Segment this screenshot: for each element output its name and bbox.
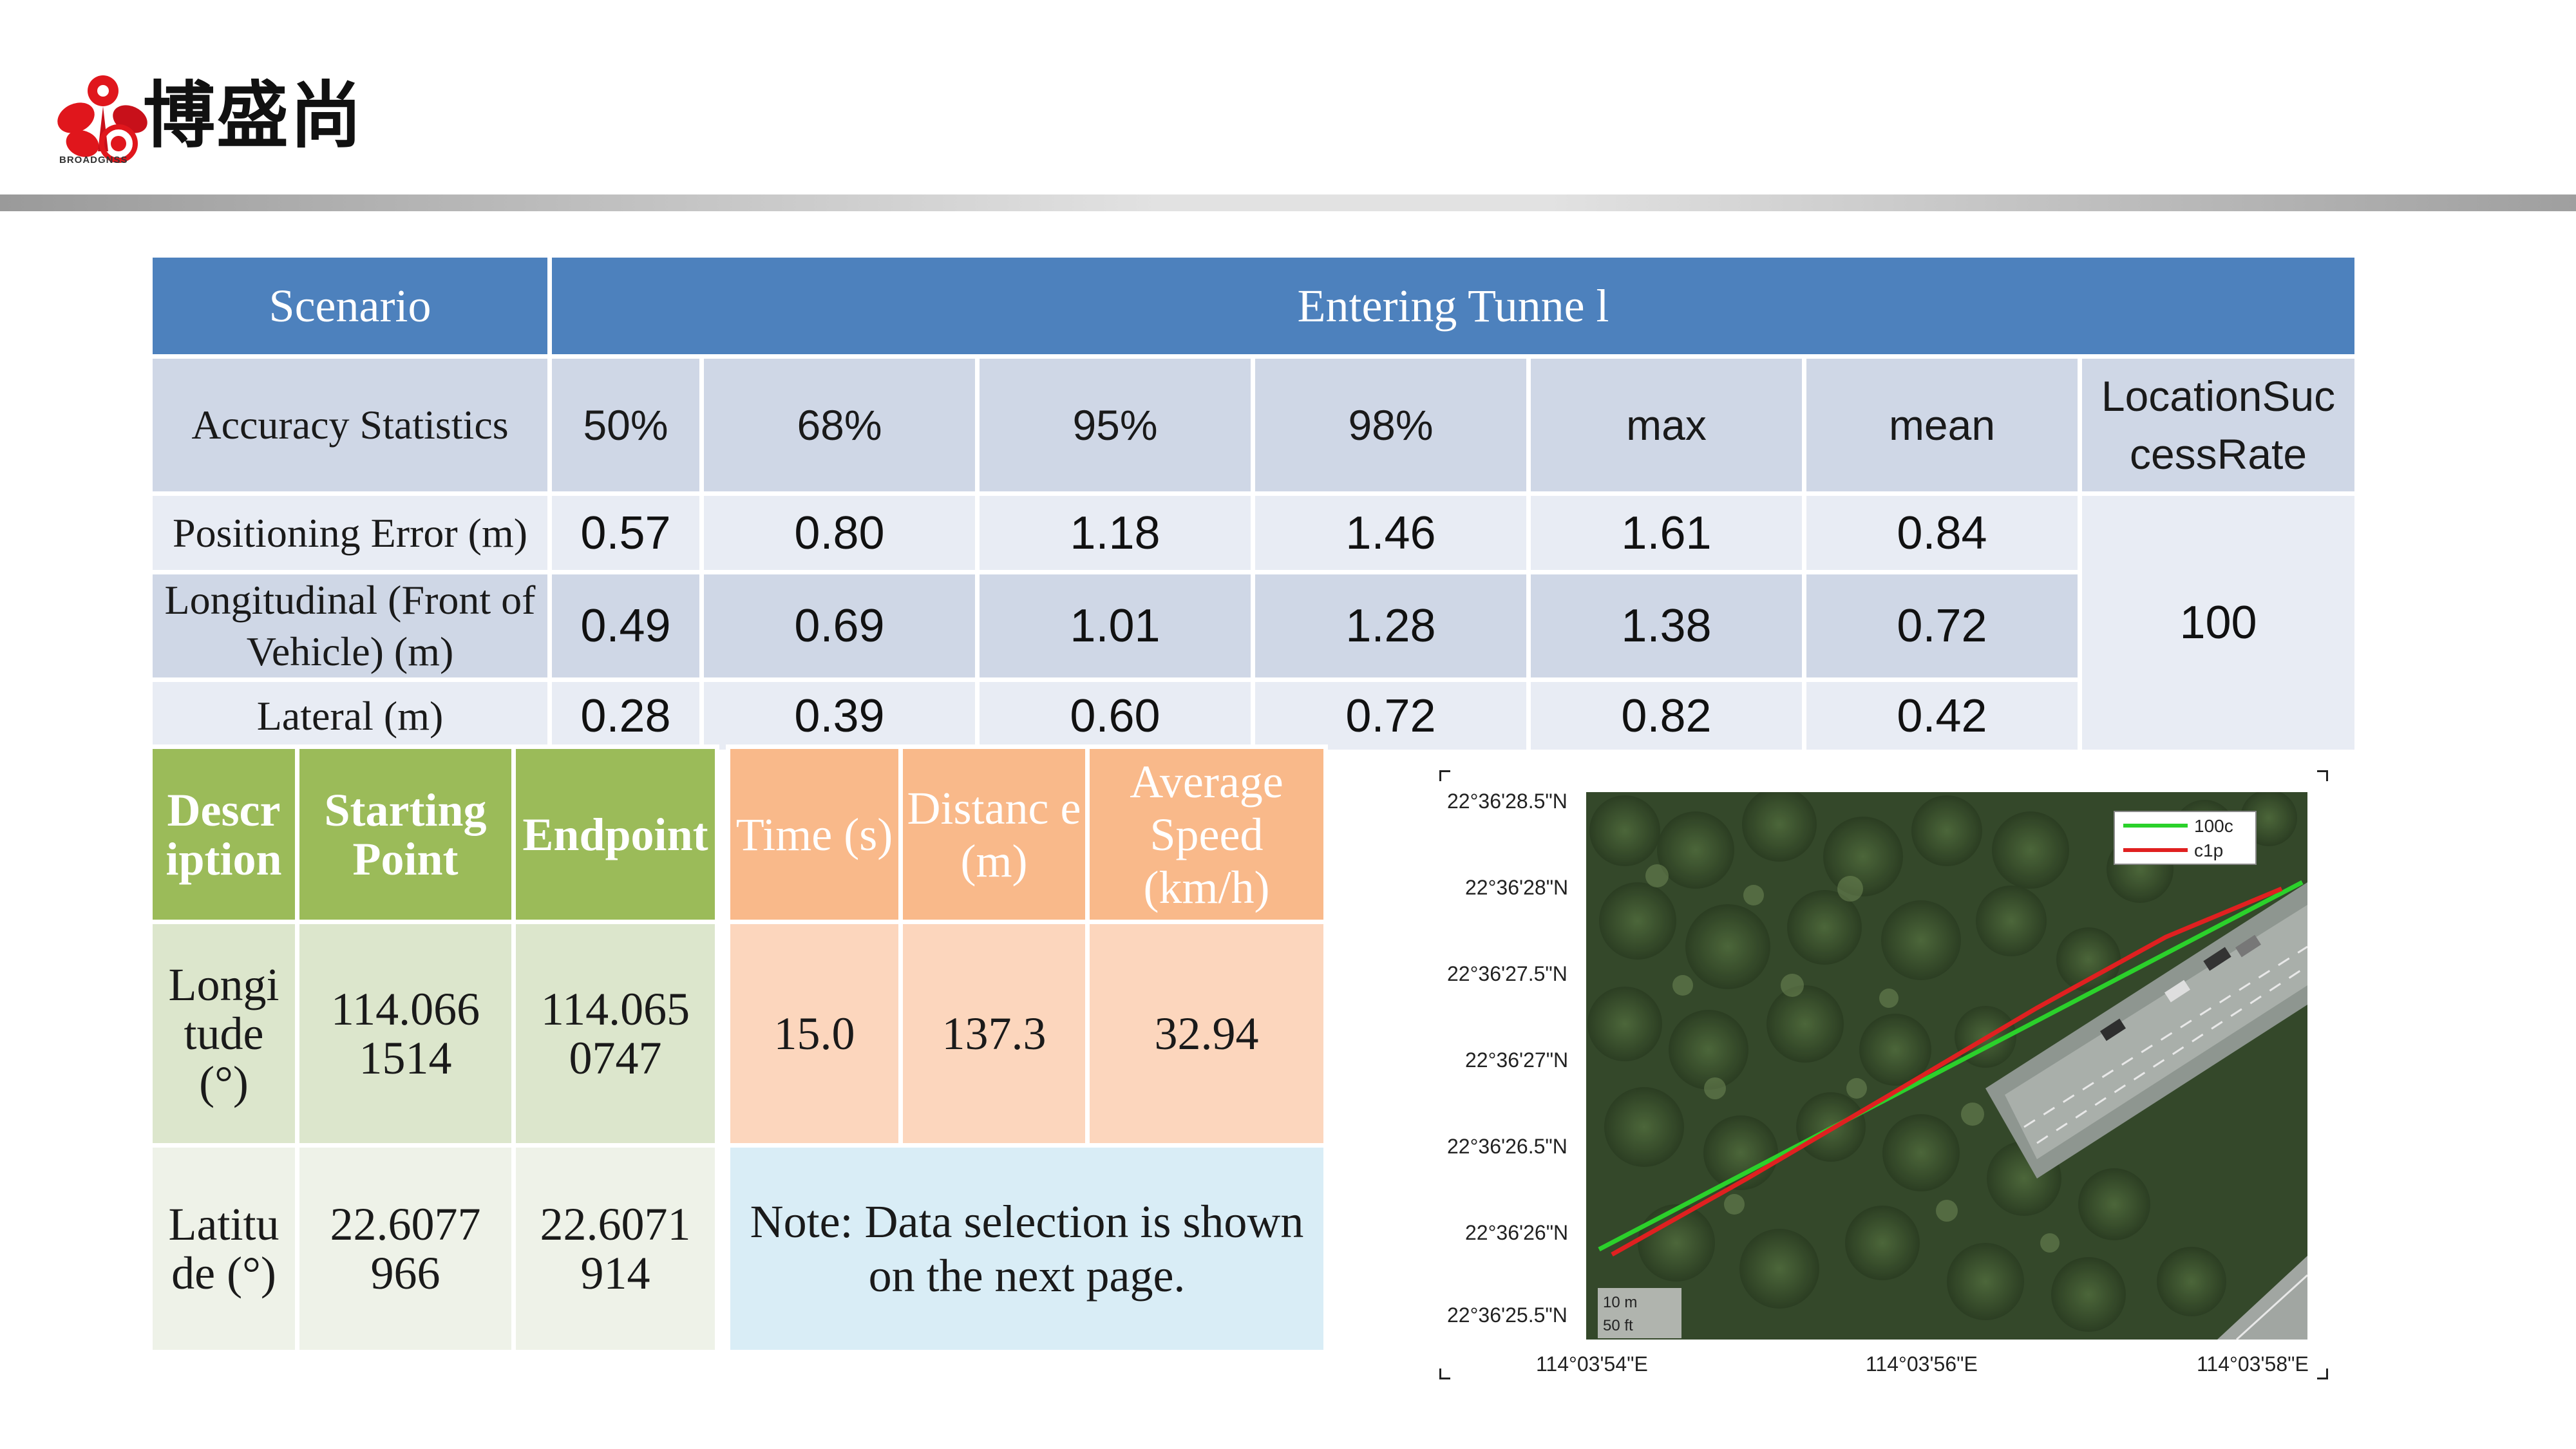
accuracy-table: Scenario Entering Tunne l Accuracy Stati…	[148, 253, 2360, 754]
accuracy-statistics-label: Accuracy Statistics	[148, 354, 552, 496]
time-header: Time (s)	[726, 744, 903, 924]
description-header: Descr iption	[148, 744, 299, 924]
lon-tick-label: 114°03'54"E	[1536, 1352, 1648, 1376]
average-speed-value: 32.94	[1085, 920, 1328, 1148]
row-label: Lateral (m)	[148, 677, 552, 754]
lat-tick-label: 22°36'25.5"N	[1447, 1303, 1567, 1327]
scale-label: 50 ft	[1603, 1317, 1633, 1334]
frame-corner	[2317, 770, 2328, 781]
satellite-image: 100c c1p 10 m 50 ft	[1586, 792, 2307, 1340]
scenario-header: Scenario	[148, 253, 552, 359]
column-header: LocationSuc cessRate	[2077, 354, 2360, 496]
row-label: Positioning Error (m)	[148, 491, 552, 574]
lat-tick-label: 22°36'28.5"N	[1447, 790, 1567, 813]
table-cell: 1.28	[1251, 570, 1531, 682]
time-value: 15.0	[726, 920, 903, 1148]
column-header: 68%	[699, 354, 980, 496]
table-cell: 22.6077 966	[295, 1143, 516, 1354]
frame-corner	[1439, 770, 1450, 781]
table-cell: 0.60	[975, 677, 1255, 754]
frame-corner	[2317, 1368, 2328, 1379]
table-cell: 0.39	[699, 677, 980, 754]
row-label: Longi tude (°)	[148, 920, 299, 1148]
row-label: Longitudinal (Front of Vehicle) (m)	[148, 570, 552, 682]
table-cell: 1.46	[1251, 491, 1531, 574]
success-rate-value: 100	[2077, 491, 2360, 754]
scenario-value: Entering Tunne l	[547, 253, 2360, 359]
table-cell: 114.065 0747	[511, 920, 719, 1148]
coordinates-table: Descr iption Starting Point Endpoint Lon…	[148, 744, 719, 1354]
starting-point-header: Starting Point	[295, 744, 516, 924]
column-header: 50%	[547, 354, 704, 496]
table-cell: 0.72	[1802, 570, 2082, 682]
distance-header: Distanc e (m)	[898, 744, 1090, 924]
lat-tick-label: 22°36'26"N	[1465, 1221, 1569, 1244]
legend-label: 100c	[2194, 816, 2233, 836]
table-cell: 0.69	[699, 570, 980, 682]
table-cell: 0.82	[1526, 677, 1806, 754]
average-speed-header: Average Speed (km/h)	[1085, 744, 1328, 924]
data-selection-note: Note: Data selection is shown on the nex…	[726, 1143, 1328, 1354]
lon-tick-label: 114°03'58"E	[2197, 1352, 2309, 1376]
trajectory-map-figure: 22°36'28.5"N 22°36'28"N 22°36'27.5"N 22°…	[1439, 770, 2328, 1379]
scale-label: 10 m	[1603, 1294, 1637, 1311]
endpoint-header: Endpoint	[511, 744, 719, 924]
frame-corner	[1439, 1368, 1450, 1379]
header-divider	[0, 194, 2576, 211]
table-cell: 1.18	[975, 491, 1255, 574]
column-header: mean	[1802, 354, 2082, 496]
legend-label: c1p	[2194, 840, 2223, 860]
lat-tick-label: 22°36'27.5"N	[1447, 962, 1567, 985]
column-header: 98%	[1251, 354, 1531, 496]
table-cell: 1.61	[1526, 491, 1806, 574]
table-cell: 0.72	[1251, 677, 1531, 754]
table-cell: 0.80	[699, 491, 980, 574]
row-label: Latitu de (°)	[148, 1143, 299, 1354]
table-cell: 0.28	[547, 677, 704, 754]
trip-summary-table: Time (s) Distanc e (m) Average Speed (km…	[726, 744, 1328, 1354]
lat-tick-label: 22°36'27"N	[1465, 1048, 1569, 1072]
distance-value: 137.3	[898, 920, 1090, 1148]
table-cell: 1.01	[975, 570, 1255, 682]
broadgnss-logo	[57, 75, 147, 163]
table-cell: 0.57	[547, 491, 704, 574]
table-cell: 114.066 1514	[295, 920, 516, 1148]
brand-name: 博盛尚	[143, 74, 363, 158]
table-cell: 0.42	[1802, 677, 2082, 754]
brand-subtitle: BROADGNSS	[59, 155, 128, 166]
table-cell: 22.6071 914	[511, 1143, 719, 1354]
table-cell: 1.38	[1526, 570, 1806, 682]
table-cell: 0.84	[1802, 491, 2082, 574]
lat-tick-label: 22°36'28"N	[1465, 876, 1569, 899]
column-header: 95%	[975, 354, 1255, 496]
column-header: max	[1526, 354, 1806, 496]
table-cell: 0.49	[547, 570, 704, 682]
lon-tick-label: 114°03'56"E	[1866, 1352, 1978, 1376]
lat-tick-label: 22°36'26.5"N	[1447, 1135, 1567, 1158]
